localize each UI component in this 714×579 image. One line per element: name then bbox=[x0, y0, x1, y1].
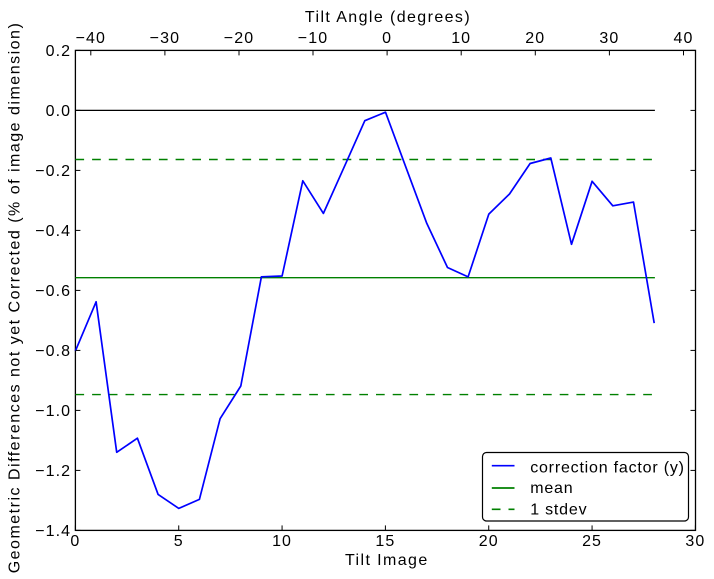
svg-text:0: 0 bbox=[70, 533, 80, 550]
svg-text:−40: −40 bbox=[76, 30, 106, 47]
svg-text:mean: mean bbox=[530, 480, 573, 497]
svg-text:10: 10 bbox=[451, 30, 471, 47]
svg-text:20: 20 bbox=[525, 30, 545, 47]
svg-text:−1.2: −1.2 bbox=[35, 463, 71, 480]
svg-text:30: 30 bbox=[599, 30, 619, 47]
svg-text:30: 30 bbox=[685, 533, 705, 550]
svg-text:Tilt Angle (degrees): Tilt Angle (degrees) bbox=[305, 9, 471, 26]
svg-text:−30: −30 bbox=[150, 30, 180, 47]
svg-text:−0.6: −0.6 bbox=[35, 283, 71, 300]
svg-text:10: 10 bbox=[272, 533, 292, 550]
svg-text:correction factor (y): correction factor (y) bbox=[530, 459, 685, 476]
svg-text:5: 5 bbox=[174, 533, 184, 550]
svg-text:Geometric Differences not yet: Geometric Differences not yet Corrected … bbox=[6, 22, 23, 574]
svg-text:−10: −10 bbox=[298, 30, 328, 47]
svg-text:−1.0: −1.0 bbox=[35, 403, 71, 420]
svg-text:20: 20 bbox=[479, 533, 499, 550]
svg-text:−0.2: −0.2 bbox=[35, 163, 71, 180]
svg-text:1 stdev: 1 stdev bbox=[530, 502, 587, 519]
svg-text:40: 40 bbox=[674, 30, 694, 47]
svg-text:−20: −20 bbox=[224, 30, 254, 47]
svg-text:−1.4: −1.4 bbox=[35, 523, 71, 540]
svg-text:−0.4: −0.4 bbox=[35, 223, 71, 240]
svg-text:0.0: 0.0 bbox=[46, 103, 72, 120]
svg-text:0.2: 0.2 bbox=[46, 43, 72, 60]
svg-text:25: 25 bbox=[582, 533, 602, 550]
svg-text:−0.8: −0.8 bbox=[35, 343, 71, 360]
svg-text:0: 0 bbox=[382, 30, 392, 47]
svg-text:Tilt Image: Tilt Image bbox=[345, 552, 429, 569]
svg-text:15: 15 bbox=[375, 533, 395, 550]
